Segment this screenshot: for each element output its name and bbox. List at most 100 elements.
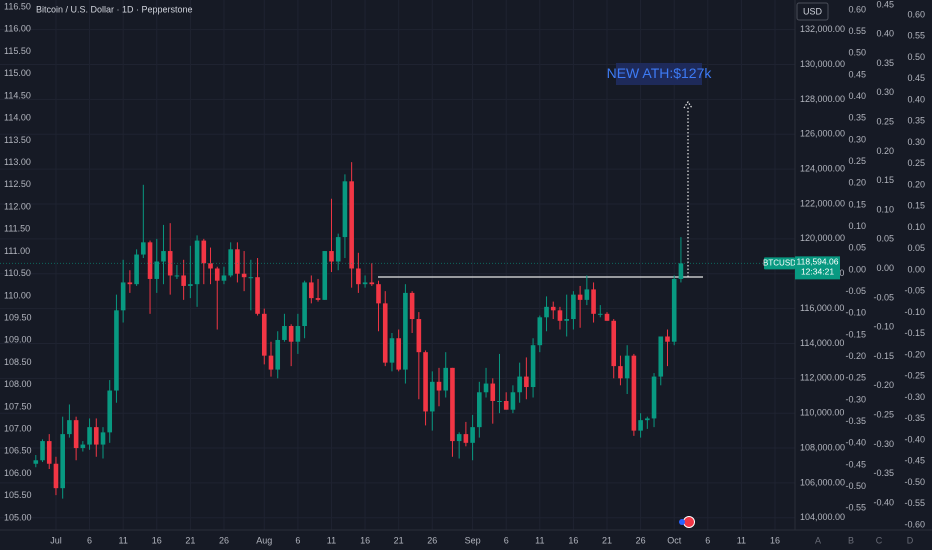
extra-tick-label: -0.35 (845, 416, 866, 426)
extra-tick-label: -0.45 (904, 456, 925, 466)
candle-body (362, 282, 368, 285)
x-tick-label: 21 (185, 535, 195, 545)
candle-body (241, 273, 247, 278)
event-icon[interactable] (683, 516, 695, 528)
extra-tick-label: -0.10 (845, 308, 866, 318)
extra-tick-label: 0.10 (907, 222, 925, 232)
candle-body (631, 355, 637, 431)
x-tick-label: 16 (152, 535, 162, 545)
extra-tick-label: 0.30 (876, 87, 894, 97)
candle-body (349, 181, 354, 269)
candle-body (134, 254, 139, 285)
x-tick-label: 11 (118, 535, 127, 545)
currency-button[interactable] (796, 2, 829, 21)
axis-tag: B (848, 535, 854, 545)
extra-tick-label: -0.10 (873, 322, 894, 332)
y-tick-label: 112,000.00 (800, 373, 844, 383)
extra-tick-label: 0.45 (876, 0, 894, 9)
candle-body (658, 336, 664, 377)
candle-body (80, 444, 86, 449)
extra-tick-label: 0.15 (848, 199, 866, 209)
y-tick-label: 108,000.00 (800, 442, 845, 452)
axis-tag: C (876, 535, 883, 545)
candle-body (161, 251, 166, 262)
left-tick-label: 114.00 (4, 113, 31, 123)
extra-tick-label: 0.20 (876, 146, 894, 156)
candle-body (154, 261, 160, 279)
left-tick-label: 116.00 (4, 24, 31, 34)
candle-body (483, 383, 489, 393)
extra-tick-label: -0.55 (904, 498, 925, 508)
candle-body (261, 313, 267, 356)
candle-body (73, 420, 79, 449)
currency[interactable]: USD (803, 6, 823, 16)
axis-tag: A (815, 535, 821, 545)
left-tick-label: 106.50 (4, 446, 32, 456)
x-tick-label: 16 (568, 535, 578, 545)
extra-tick-label: -0.30 (873, 439, 894, 449)
extra-tick-label: 0.40 (848, 91, 866, 101)
y-tick-label: 122,000.00 (800, 198, 845, 208)
candle-body (678, 263, 684, 279)
candle-body (510, 392, 516, 410)
candle-body (100, 432, 106, 445)
chart-title: Bitcoin / U.S. Dollar · 1D · Pepperstone (36, 4, 193, 14)
x-tick-label: 26 (219, 535, 229, 545)
candle-body (591, 289, 596, 314)
candle-body (147, 242, 153, 279)
y-tick-label: 114,000.00 (800, 338, 844, 348)
candle-body (235, 249, 240, 274)
left-tick-label: 110.00 (4, 290, 31, 300)
extra-tick-label: 0.35 (907, 116, 925, 126)
x-tick-label: 11 (535, 535, 544, 545)
axis-tag: D (907, 535, 914, 545)
x-tick-label: Oct (667, 535, 682, 545)
left-tick-label: 112.50 (4, 179, 31, 189)
extra-tick-label: -0.40 (845, 438, 866, 448)
candle-body (60, 434, 65, 489)
candle-body (564, 319, 569, 321)
y-tick-label: 120,000.00 (800, 233, 845, 243)
candle-body (295, 326, 301, 342)
candle-body (645, 418, 650, 421)
left-tick-label: 107.50 (4, 401, 32, 411)
x-tick-label: 6 (504, 535, 509, 545)
last-price: 118,594.06 (797, 257, 839, 267)
left-tick-label: 105.50 (4, 490, 32, 500)
candle-body (214, 268, 220, 281)
extra-tick-label: 0.40 (876, 29, 894, 39)
extra-tick-label: 0.30 (907, 137, 925, 147)
candle-body (429, 381, 435, 412)
x-tick-label: Aug (256, 535, 272, 545)
extra-tick-label: -0.55 (845, 503, 866, 513)
candle-body (571, 294, 576, 320)
y-tick-label: 126,000.00 (800, 129, 845, 139)
left-tick-label: 105.00 (4, 512, 32, 522)
extra-tick-label: 0.50 (848, 48, 866, 58)
extra-tick-label: 0.35 (876, 58, 894, 68)
candle-body (470, 427, 475, 443)
event-icon-dot[interactable] (679, 519, 685, 525)
extra-tick-label: -0.15 (904, 328, 925, 338)
extra-tick-label: 0.00 (848, 264, 866, 274)
extra-tick-label: 0.55 (848, 26, 866, 36)
extra-tick-label: -0.20 (904, 349, 925, 359)
y-tick-label: 116,000.00 (800, 303, 844, 313)
extra-tick-label: 0.25 (848, 156, 866, 166)
candle-body (584, 289, 590, 300)
candle-body (638, 420, 643, 431)
extra-tick-label: 0.15 (876, 175, 894, 185)
extra-tick-label: -0.15 (873, 351, 894, 361)
candle-body (46, 441, 52, 464)
ath-arrowhead (683, 100, 693, 109)
candle-body (268, 355, 274, 370)
candle-body (524, 376, 529, 388)
candle-body (120, 282, 126, 311)
candle-body (87, 427, 92, 445)
extra-tick-label: 0.60 (848, 4, 866, 14)
candle-body (376, 284, 381, 304)
candle-body (389, 338, 395, 363)
candle-body (329, 251, 334, 262)
